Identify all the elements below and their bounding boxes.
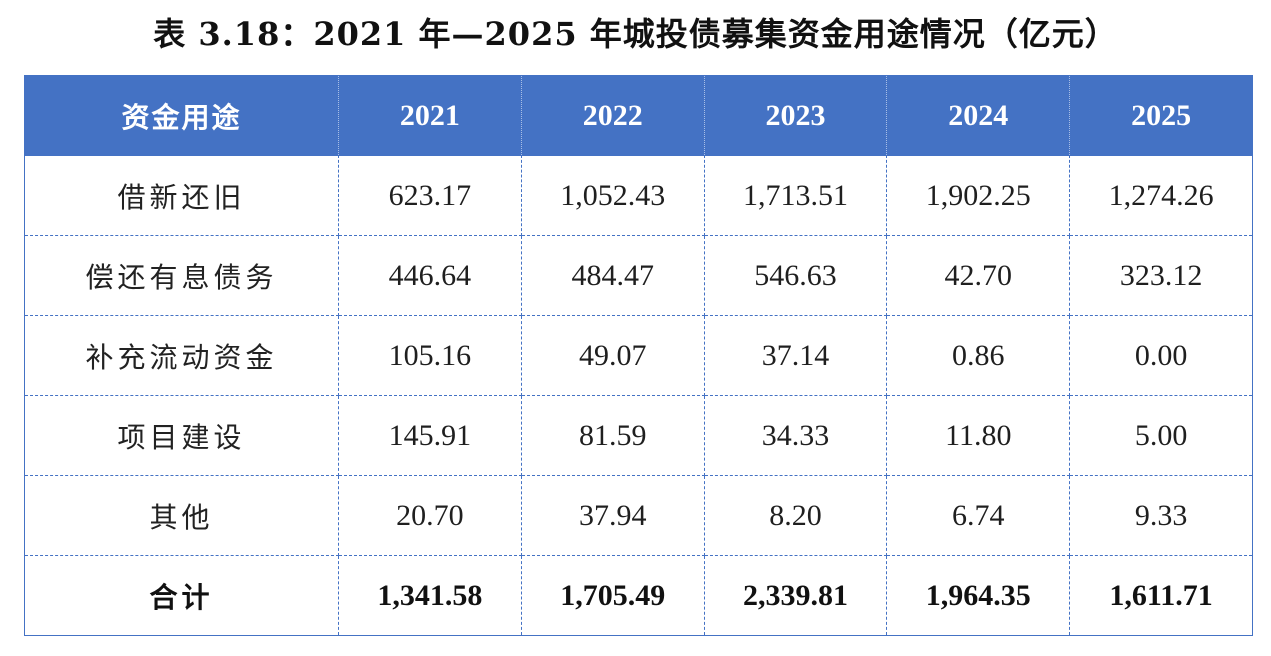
table-cell: 0.00	[1069, 315, 1253, 396]
table-cell: 37.14	[703, 315, 888, 396]
table-cell: 5.00	[1069, 395, 1253, 476]
total-label: 合计	[24, 555, 339, 636]
table-cell: 0.86	[886, 315, 1071, 396]
table-cell: 323.12	[1069, 235, 1253, 316]
table-cell: 1,274.26	[1069, 155, 1253, 236]
column-header-2024: 2024	[886, 75, 1071, 156]
row-label: 偿还有息债务	[24, 235, 339, 316]
table-cell: 42.70	[886, 235, 1071, 316]
table-cell: 34.33	[703, 395, 888, 476]
table-cell: 37.94	[520, 475, 705, 556]
total-cell: 1,611.71	[1069, 555, 1253, 636]
total-cell: 1,341.58	[338, 555, 522, 636]
header-row: 资金用途 2021 2022 2023 2024 2025	[24, 75, 1253, 156]
fund-usage-table: 资金用途 2021 2022 2023 2024 2025 借新还旧 623.1…	[24, 75, 1253, 636]
table-cell: 20.70	[338, 475, 522, 556]
column-header-usage: 资金用途	[24, 75, 339, 156]
table-row: 偿还有息债务 446.64 484.47 546.63 42.70 323.12	[24, 235, 1253, 316]
total-cell: 1,705.49	[520, 555, 705, 636]
table-row: 补充流动资金 105.16 49.07 37.14 0.86 0.00	[24, 315, 1253, 396]
row-label: 借新还旧	[24, 155, 339, 236]
table-row: 项目建设 145.91 81.59 34.33 11.80 5.00	[24, 395, 1253, 476]
table-cell: 446.64	[338, 235, 522, 316]
column-header-2025: 2025	[1069, 75, 1253, 156]
table-row: 其他 20.70 37.94 8.20 6.74 9.33	[24, 475, 1253, 556]
column-header-2021: 2021	[338, 75, 522, 156]
table-cell: 1,713.51	[703, 155, 888, 236]
total-cell: 1,964.35	[886, 555, 1071, 636]
table-cell: 105.16	[338, 315, 522, 396]
table-cell: 145.91	[338, 395, 522, 476]
row-label: 其他	[24, 475, 339, 556]
table-cell: 1,052.43	[520, 155, 705, 236]
table-cell: 484.47	[520, 235, 705, 316]
column-header-2022: 2022	[520, 75, 705, 156]
table-cell: 623.17	[338, 155, 522, 236]
table-title: 表 3.18：2021 年—2025 年城投债募集资金用途情况（亿元）	[153, 15, 1118, 53]
table-cell: 81.59	[520, 395, 705, 476]
table-cell: 1,902.25	[886, 155, 1071, 236]
column-header-2023: 2023	[703, 75, 888, 156]
total-cell: 2,339.81	[703, 555, 888, 636]
table-cell: 546.63	[703, 235, 888, 316]
table-cell: 11.80	[886, 395, 1071, 476]
table-cell: 6.74	[886, 475, 1071, 556]
table-row: 借新还旧 623.17 1,052.43 1,713.51 1,902.25 1…	[24, 155, 1253, 236]
row-label: 补充流动资金	[24, 315, 339, 396]
table-cell: 49.07	[520, 315, 705, 396]
table-cell: 8.20	[703, 475, 888, 556]
total-row: 合计 1,341.58 1,705.49 2,339.81 1,964.35 1…	[24, 555, 1253, 636]
table-cell: 9.33	[1069, 475, 1253, 556]
row-label: 项目建设	[24, 395, 339, 476]
